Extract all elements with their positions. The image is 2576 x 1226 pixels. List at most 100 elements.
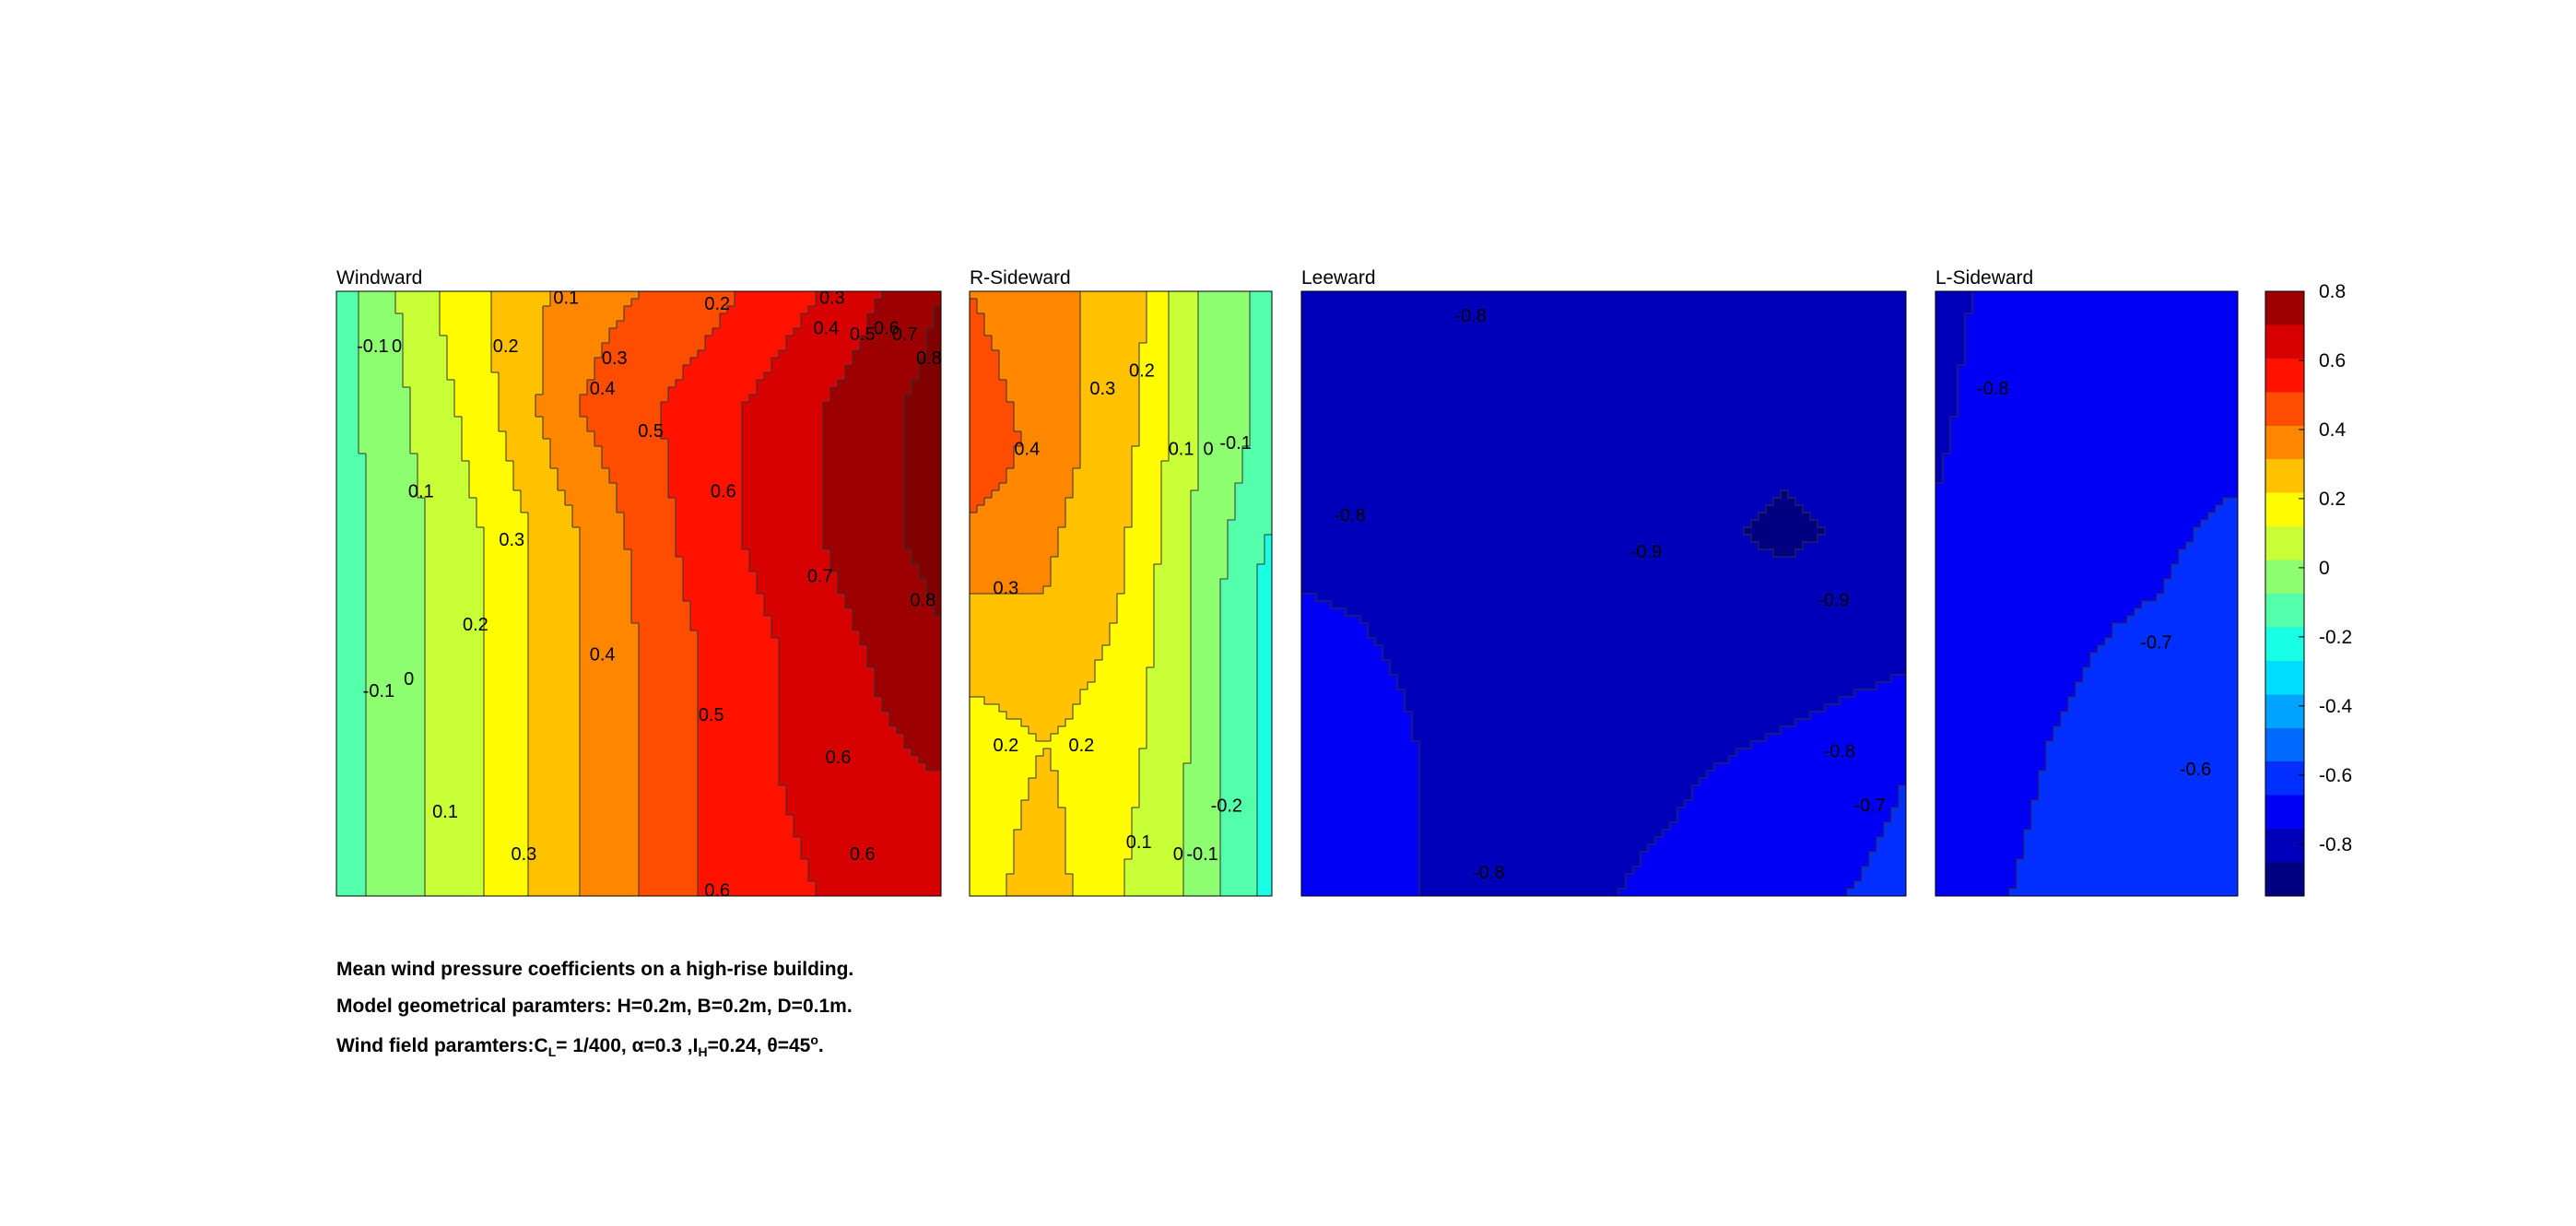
contour-cell	[572, 594, 581, 602]
contour-cell	[469, 623, 477, 631]
contour-cell	[919, 328, 927, 336]
contour-cell	[742, 468, 750, 477]
contour-cell	[838, 446, 846, 454]
contour-cell	[889, 291, 898, 300]
contour-cell	[919, 380, 927, 388]
contour-cell	[897, 608, 905, 617]
contour-cell	[336, 690, 345, 698]
contour-cell	[454, 328, 463, 336]
contour-cell	[742, 321, 750, 329]
contour-cell	[749, 667, 758, 676]
contour-cell	[535, 682, 544, 690]
contour-cell	[823, 395, 831, 403]
contour-cell	[919, 336, 927, 344]
contour-cell	[735, 734, 743, 742]
contour-cell	[565, 365, 573, 373]
contour-cell	[543, 468, 551, 477]
contour-cell	[410, 454, 418, 462]
contour-cell	[749, 350, 758, 359]
contour-cell	[484, 520, 492, 528]
contour-cell	[491, 586, 500, 595]
contour-cell	[425, 350, 433, 359]
contour-cell	[381, 564, 389, 572]
contour-cell	[779, 513, 787, 521]
contour-cell	[447, 557, 455, 565]
contour-cell	[410, 734, 418, 742]
contour-cell	[418, 726, 426, 735]
contour-cell	[698, 402, 706, 410]
contour-cell	[403, 395, 411, 403]
contour-cell	[897, 358, 905, 366]
contour-cell	[690, 336, 699, 344]
contour-cell	[528, 601, 536, 609]
contour-cell	[336, 409, 345, 418]
contour-cell	[690, 682, 699, 690]
contour-cell	[661, 446, 669, 454]
contour-cell	[705, 483, 713, 491]
contour-cell	[676, 387, 684, 395]
contour-cell	[823, 579, 831, 587]
contour-cell	[897, 468, 905, 477]
contour-cell	[639, 424, 647, 432]
contour-cell	[454, 387, 463, 395]
contour-cell	[668, 557, 676, 565]
contour-cell	[395, 726, 404, 735]
contour-cell	[757, 505, 765, 513]
contour-cell	[771, 697, 780, 705]
contour-cell	[476, 417, 485, 425]
contour-cell	[823, 719, 831, 727]
contour-cell	[882, 601, 890, 609]
contour-cell	[432, 520, 441, 528]
contour-cell	[359, 549, 367, 558]
contour-cell	[587, 645, 595, 654]
contour-cell	[912, 586, 920, 595]
contour-cell	[521, 365, 529, 373]
contour-cell	[816, 734, 824, 742]
contour-cell	[418, 527, 426, 536]
contour-cell	[454, 299, 463, 307]
contour-cell	[359, 476, 367, 484]
contour-cell	[926, 572, 935, 580]
contour-cell	[351, 498, 359, 506]
contour-cell	[528, 313, 536, 322]
contour-cell	[491, 291, 500, 300]
contour-cell	[336, 365, 345, 373]
contour-cell	[425, 380, 433, 388]
contour-cell	[794, 468, 802, 477]
contour-cell	[712, 579, 721, 587]
contour-cell	[742, 527, 750, 536]
contour-cell	[676, 336, 684, 344]
contour-cell	[853, 299, 861, 307]
contour-cell	[668, 542, 676, 550]
contour-cell	[447, 601, 455, 609]
contour-cell	[388, 675, 396, 683]
contour-cell	[639, 505, 647, 513]
contour-cell	[816, 542, 824, 550]
contour-cell	[476, 395, 485, 403]
contour-cell	[506, 313, 514, 322]
contour-cell	[624, 549, 632, 558]
contour-cell	[425, 704, 433, 713]
contour-cell	[631, 395, 640, 403]
contour-cell	[594, 719, 603, 727]
contour-cell	[771, 505, 780, 513]
contour-cell	[779, 490, 787, 499]
contour-cell	[535, 424, 544, 432]
contour-cell	[491, 350, 500, 359]
contour-cell	[587, 424, 595, 432]
contour-cell	[771, 608, 780, 617]
contour-cell	[425, 631, 433, 639]
contour-cell	[683, 380, 691, 388]
contour-cell	[476, 734, 485, 742]
contour-cell	[359, 395, 367, 403]
contour-cell	[388, 586, 396, 595]
contour-cell	[366, 395, 374, 403]
contour-cell	[867, 557, 876, 565]
contour-cell	[926, 350, 935, 359]
contour-cell	[454, 712, 463, 720]
contour-cell	[926, 616, 935, 624]
contour-cell	[373, 704, 382, 713]
contour-cell	[366, 734, 374, 742]
contour-cell	[860, 712, 868, 720]
contour-cell	[786, 520, 794, 528]
